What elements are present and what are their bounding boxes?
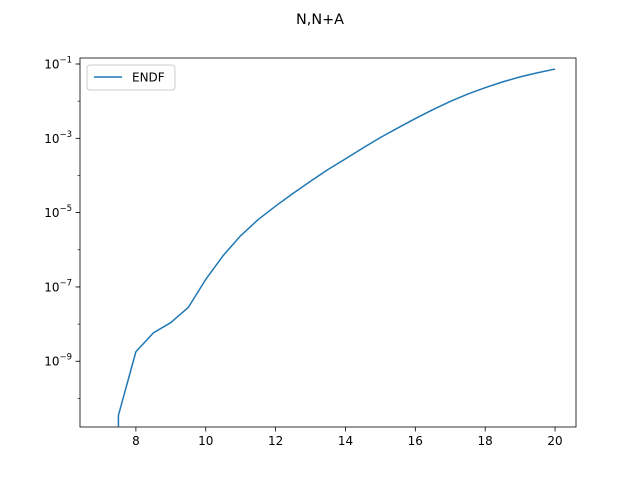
x-tick-label: 14: [338, 434, 353, 448]
legend-label: ENDF: [132, 71, 165, 85]
y-tick-label: 10−9: [44, 353, 72, 369]
x-tick-label: 12: [268, 434, 283, 448]
series-line-endf: [117, 68, 556, 427]
x-tick-label: 16: [408, 434, 423, 448]
x-axis: 8 10 12 14 16 18 20: [132, 427, 563, 448]
plot-frame: [79, 57, 577, 428]
x-tick-label: 20: [547, 434, 562, 448]
y-tick-label: 10−1: [44, 55, 72, 71]
y-tick-label: 10−3: [44, 130, 72, 146]
y-axis: 10−9 10−7 10−5 10−3 10−1: [44, 55, 80, 399]
x-tick-label: 18: [478, 434, 493, 448]
x-tick-label: 10: [198, 434, 213, 448]
y-tick-label: 10−7: [44, 278, 72, 294]
y-tick-label: 10−5: [44, 204, 72, 220]
x-tick-label: 8: [132, 434, 140, 448]
series-layer: [117, 68, 556, 427]
legend: ENDF: [86, 64, 176, 91]
chart-title: N,N+A: [296, 12, 344, 28]
legend-box: [86, 64, 176, 91]
